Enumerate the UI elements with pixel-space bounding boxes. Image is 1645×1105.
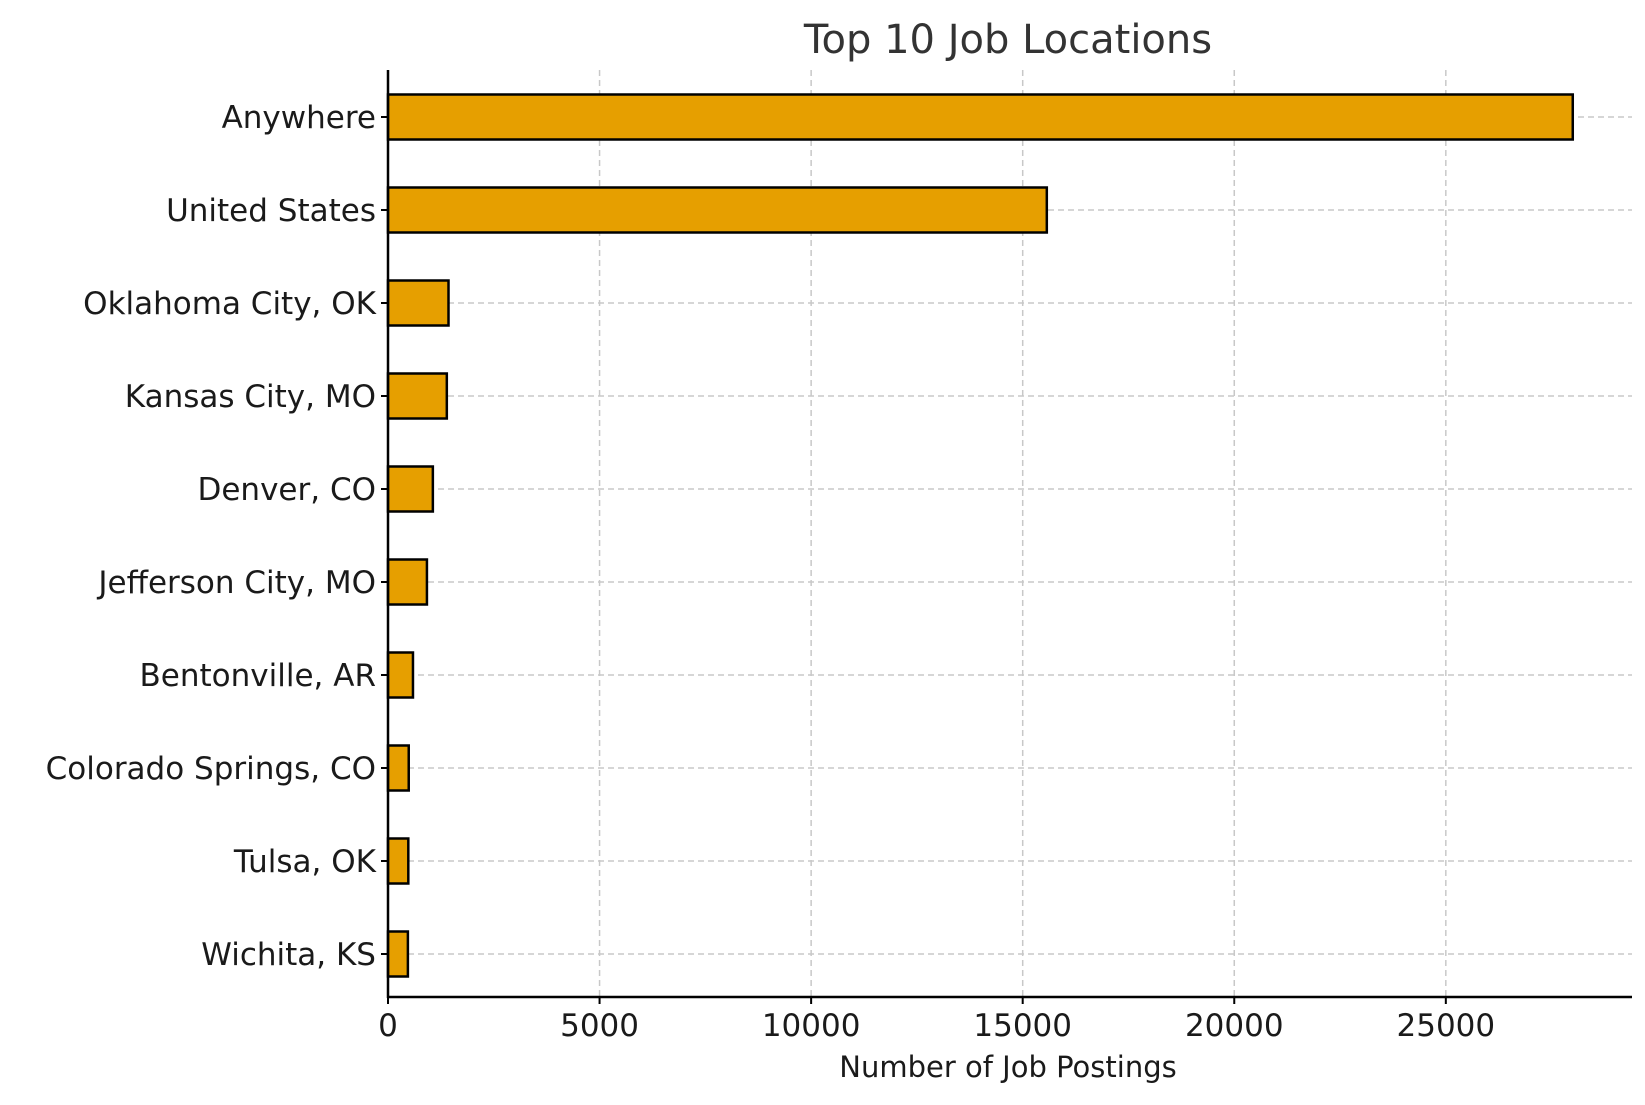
y-tick-label: Anywhere bbox=[222, 100, 376, 136]
y-tick-label: Colorado Springs, CO bbox=[46, 751, 376, 787]
y-tick-labels: Anywhere United States Oklahoma City, OK Ka… bbox=[46, 100, 377, 973]
y-tick-label: Oklahoma City, OK bbox=[83, 286, 376, 322]
bar bbox=[386, 930, 410, 978]
bar bbox=[386, 279, 450, 327]
x-tick-label: 15000 bbox=[973, 1008, 1072, 1044]
x-axis-label: Number of Job Postings bbox=[839, 1050, 1176, 1084]
y-tick-label: Bentonville, AR bbox=[140, 658, 376, 694]
y-tick-label: Kansas City, MO bbox=[125, 379, 376, 415]
bar bbox=[386, 93, 1575, 141]
bar bbox=[386, 465, 435, 513]
y-tick-label: Tulsa, OK bbox=[233, 844, 377, 880]
y-tick-label: United States bbox=[166, 193, 376, 229]
bar bbox=[386, 651, 415, 699]
x-tick-label: 10000 bbox=[762, 1008, 861, 1044]
x-tick-labels: 0 5000 10000 15000 20000 25000 bbox=[378, 1008, 1495, 1044]
bars bbox=[386, 93, 1575, 978]
y-tick-label: Jefferson City, MO bbox=[96, 565, 376, 601]
bar bbox=[386, 372, 449, 420]
y-tick-label: Denver, CO bbox=[197, 472, 376, 508]
x-tick-label: 5000 bbox=[560, 1008, 639, 1044]
bar bbox=[386, 744, 410, 792]
y-tick-label: Wichita, KS bbox=[201, 937, 376, 973]
x-tick-label: 20000 bbox=[1185, 1008, 1284, 1044]
x-tick-label: 25000 bbox=[1397, 1008, 1496, 1044]
chart-title: Top 10 Job Locations bbox=[803, 17, 1212, 63]
bar bbox=[386, 558, 429, 606]
bar bbox=[386, 186, 1049, 234]
bar bbox=[386, 837, 410, 885]
x-tick-label: 0 bbox=[378, 1008, 398, 1044]
axes bbox=[381, 70, 1632, 1004]
